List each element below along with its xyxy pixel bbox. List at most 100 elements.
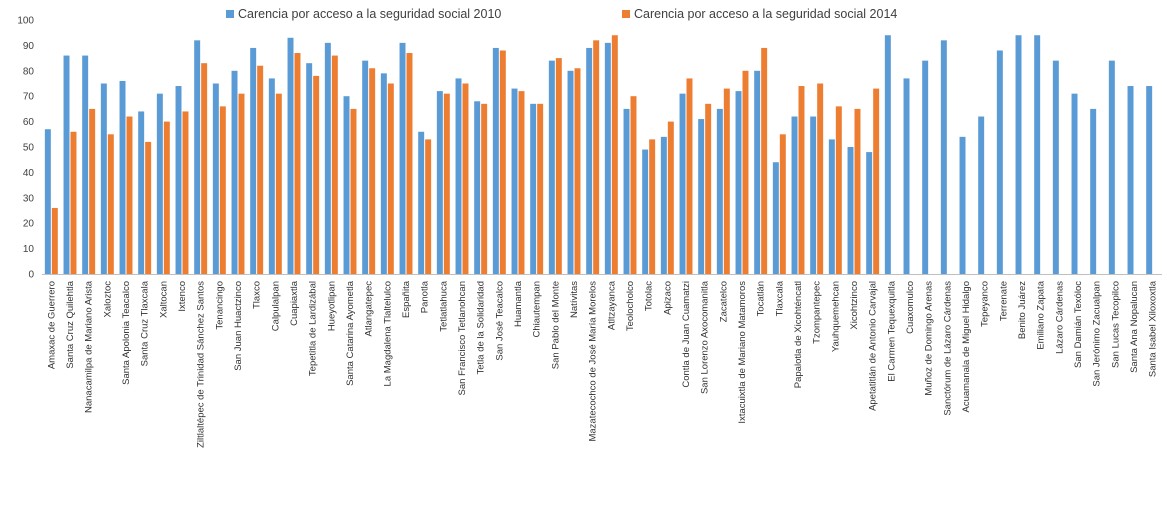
bar-2014 bbox=[723, 88, 730, 274]
x-category-label: Huamantla bbox=[513, 280, 524, 327]
bar-2010 bbox=[306, 63, 313, 275]
x-category-label: Terrenate bbox=[998, 281, 1009, 321]
bar-2010 bbox=[119, 80, 126, 275]
x-category-label: San Francisco Tetlanohcan bbox=[457, 281, 468, 395]
bar-2010 bbox=[1090, 108, 1097, 275]
x-category-label: Mazatecochco de José María Morelos bbox=[588, 281, 599, 442]
x-category-label: Santa Ana Nopalucan bbox=[1129, 281, 1140, 373]
bar-2010 bbox=[828, 139, 835, 274]
bar-2010 bbox=[586, 47, 593, 274]
x-category-label: Sanctórum de Lázaro Cárdenas bbox=[942, 281, 953, 416]
bar-2010 bbox=[63, 55, 70, 275]
bar-2010 bbox=[82, 55, 89, 275]
bar-2010 bbox=[679, 93, 686, 274]
bar-2010 bbox=[194, 40, 201, 274]
bar-2014 bbox=[593, 40, 600, 274]
bar-2010 bbox=[1071, 93, 1078, 274]
x-category-label: San Jerónimo Zacualpan bbox=[1092, 281, 1103, 387]
legend: Carencia por acceso a la seguridad socia… bbox=[226, 7, 897, 21]
bar-2010 bbox=[343, 96, 350, 274]
bar-2014 bbox=[555, 58, 562, 274]
bar-2014 bbox=[518, 91, 525, 275]
legend-label: Carencia por acceso a la seguridad socia… bbox=[634, 7, 897, 21]
bar-2014 bbox=[705, 103, 712, 274]
x-category-label: San José Teacalco bbox=[494, 281, 505, 361]
bar-2014 bbox=[443, 93, 450, 274]
x-axis: Amaxac de Guerrero Santa Cruz Quilehtla Na… bbox=[42, 274, 1162, 448]
x-category-label: Apizaco bbox=[662, 281, 673, 315]
bar-2010 bbox=[959, 136, 966, 274]
bar-2010 bbox=[474, 101, 481, 274]
bar-2014 bbox=[387, 83, 394, 274]
x-category-label: Xaltocan bbox=[158, 281, 169, 318]
bar-2010 bbox=[511, 88, 518, 274]
bar-2010 bbox=[567, 70, 574, 274]
x-category-label: Tepeyanco bbox=[980, 281, 991, 327]
y-tick-label: 100 bbox=[17, 16, 34, 27]
y-tick-label: 60 bbox=[23, 117, 35, 128]
bar-2010 bbox=[212, 83, 219, 274]
x-category-label: Apetatitlán de Antonio Carvajal bbox=[868, 281, 879, 411]
x-category-label: San Pablo del Monte bbox=[550, 281, 561, 369]
bar-2014 bbox=[537, 103, 544, 274]
x-category-label: Tetlatlahuca bbox=[438, 280, 449, 331]
x-category-label: Santa Isabel Xiloxoxtla bbox=[1148, 280, 1159, 377]
bar-2014 bbox=[163, 121, 170, 274]
x-category-label: Santa Apolonia Teacalco bbox=[121, 281, 132, 385]
bar-2010 bbox=[100, 83, 107, 274]
x-category-label: Tepetitla de Lardizábal bbox=[308, 281, 319, 376]
bar-2010 bbox=[791, 116, 798, 275]
bar-2010 bbox=[716, 108, 723, 275]
bar-2010 bbox=[268, 78, 275, 274]
bar-2014 bbox=[182, 111, 189, 274]
bar-2010 bbox=[231, 70, 238, 274]
bar-2014 bbox=[107, 134, 114, 274]
x-category-label: Cuaxomulco bbox=[905, 281, 916, 334]
bar-2014 bbox=[798, 86, 805, 274]
x-category-label: Chiautempan bbox=[532, 281, 543, 338]
bar-2014 bbox=[425, 139, 432, 274]
bar-2014 bbox=[369, 68, 376, 274]
bar-2010 bbox=[1127, 86, 1134, 274]
bar-2014 bbox=[481, 103, 488, 274]
bar-2010 bbox=[175, 86, 182, 274]
bar-2014 bbox=[126, 116, 133, 275]
legend-swatch bbox=[622, 10, 630, 18]
x-category-label: Amaxac de Guerrero bbox=[46, 281, 57, 369]
bar-2010 bbox=[399, 42, 406, 274]
bar-2010 bbox=[866, 152, 873, 274]
x-category-label: Contla de Juan Cuamatzi bbox=[681, 281, 692, 388]
bar-2010 bbox=[996, 50, 1003, 275]
bar-2014 bbox=[686, 78, 693, 274]
x-category-label: Xicohtzinco bbox=[849, 281, 860, 330]
bar-2010 bbox=[940, 40, 947, 274]
bar-2010 bbox=[698, 119, 705, 274]
bar-2014 bbox=[742, 70, 749, 274]
x-category-label: Tocatlán bbox=[756, 281, 767, 316]
x-category-label: La Magdalena Tlaltelulco bbox=[382, 281, 393, 386]
x-category-label: Xaloztoc bbox=[102, 281, 113, 318]
bar-2014 bbox=[611, 35, 618, 274]
bar-2010 bbox=[1034, 35, 1041, 274]
bar-2010 bbox=[1015, 35, 1022, 274]
bar-2014 bbox=[574, 68, 581, 274]
bar-2014 bbox=[89, 108, 96, 275]
y-tick-label: 70 bbox=[23, 92, 35, 103]
x-category-label: Santa Cruz Quilehtla bbox=[65, 280, 76, 368]
bar-2010 bbox=[138, 111, 145, 274]
bar-2014 bbox=[313, 75, 320, 274]
y-axis: 0 10 20 30 40 50 60 70 80 90 100 bbox=[17, 16, 34, 281]
bars bbox=[44, 35, 1153, 275]
x-category-label: Ziltlaltépec de Trinidad Sánchez Santos bbox=[196, 281, 207, 448]
y-tick-label: 30 bbox=[23, 193, 35, 204]
y-tick-label: 10 bbox=[23, 244, 35, 255]
x-category-label: Calpulalpan bbox=[270, 281, 281, 331]
bar-2010 bbox=[324, 42, 331, 274]
x-category-label: Panotla bbox=[420, 280, 431, 313]
y-tick-label: 50 bbox=[23, 143, 35, 154]
x-category-label: Muñoz de Domingo Arenas bbox=[924, 281, 935, 396]
bar-2014 bbox=[779, 134, 786, 274]
legend-swatch bbox=[226, 10, 234, 18]
bar-2014 bbox=[835, 106, 842, 274]
